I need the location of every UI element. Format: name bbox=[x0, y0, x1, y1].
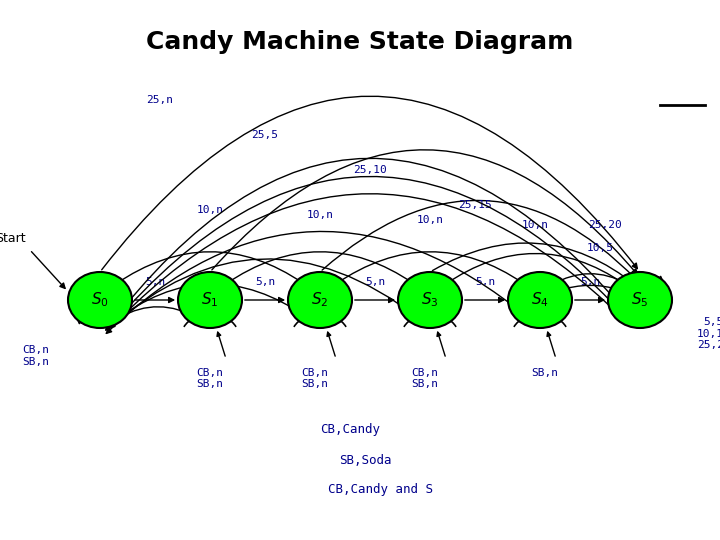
FancyArrowPatch shape bbox=[217, 332, 225, 356]
Text: CB,n
SB,n: CB,n SB,n bbox=[22, 345, 50, 367]
FancyArrowPatch shape bbox=[547, 332, 555, 356]
FancyArrowPatch shape bbox=[115, 252, 304, 285]
FancyArrowPatch shape bbox=[212, 150, 637, 274]
FancyArrowPatch shape bbox=[327, 332, 336, 356]
Text: 25,5: 25,5 bbox=[251, 130, 279, 140]
Text: 5,n: 5,n bbox=[475, 277, 495, 287]
Text: 5,n: 5,n bbox=[255, 277, 275, 287]
Text: CB,Candy: CB,Candy bbox=[320, 423, 380, 436]
FancyArrowPatch shape bbox=[225, 252, 413, 285]
Text: 25,20: 25,20 bbox=[588, 220, 622, 230]
Text: $S_3$: $S_3$ bbox=[421, 291, 438, 309]
Text: CB,Candy and S: CB,Candy and S bbox=[328, 483, 433, 496]
Text: 25,n: 25,n bbox=[146, 95, 174, 105]
FancyArrowPatch shape bbox=[465, 298, 504, 302]
Ellipse shape bbox=[398, 272, 462, 328]
Text: SB,Soda: SB,Soda bbox=[338, 454, 391, 467]
FancyArrowPatch shape bbox=[437, 332, 445, 356]
FancyArrowPatch shape bbox=[112, 177, 629, 325]
Text: CB,n
SB,n: CB,n SB,n bbox=[412, 368, 438, 389]
Text: 10,n: 10,n bbox=[416, 215, 444, 225]
Text: 25,15: 25,15 bbox=[458, 200, 492, 210]
FancyArrowPatch shape bbox=[559, 285, 620, 291]
FancyArrowPatch shape bbox=[102, 96, 637, 270]
FancyArrowPatch shape bbox=[32, 252, 65, 288]
FancyArrowPatch shape bbox=[433, 243, 636, 286]
Text: CB,n
SB,n: CB,n SB,n bbox=[197, 368, 223, 389]
FancyArrowPatch shape bbox=[445, 253, 624, 285]
Text: 5,n: 5,n bbox=[365, 277, 385, 287]
Text: 10,n: 10,n bbox=[307, 210, 333, 220]
FancyArrowPatch shape bbox=[78, 320, 82, 323]
Text: $S_2$: $S_2$ bbox=[311, 291, 328, 309]
FancyArrowPatch shape bbox=[120, 307, 198, 318]
Text: $S_4$: $S_4$ bbox=[531, 291, 549, 309]
Text: SB,n: SB,n bbox=[531, 368, 559, 378]
Text: Start: Start bbox=[0, 232, 26, 245]
FancyArrowPatch shape bbox=[355, 298, 394, 302]
Text: 5,n: 5,n bbox=[145, 277, 165, 287]
Text: $S_1$: $S_1$ bbox=[202, 291, 219, 309]
FancyArrowPatch shape bbox=[119, 194, 622, 319]
Text: 10,n: 10,n bbox=[197, 205, 223, 215]
FancyArrowPatch shape bbox=[245, 298, 284, 302]
FancyArrowPatch shape bbox=[658, 276, 662, 280]
FancyArrowPatch shape bbox=[106, 158, 635, 330]
FancyArrowPatch shape bbox=[335, 252, 523, 285]
Text: 25,10: 25,10 bbox=[353, 165, 387, 175]
Ellipse shape bbox=[608, 272, 672, 328]
Ellipse shape bbox=[178, 272, 242, 328]
FancyArrowPatch shape bbox=[575, 298, 603, 302]
Text: $S_5$: $S_5$ bbox=[631, 291, 649, 309]
FancyArrowPatch shape bbox=[113, 284, 308, 322]
Text: 10,5: 10,5 bbox=[587, 243, 613, 253]
FancyArrowPatch shape bbox=[322, 200, 637, 280]
Text: $S_0$: $S_0$ bbox=[91, 291, 109, 309]
Text: CB,n
SB,n: CB,n SB,n bbox=[302, 368, 328, 389]
Text: 5,5
10,10
25,25: 5,5 10,10 25,25 bbox=[697, 317, 720, 350]
FancyArrowPatch shape bbox=[135, 298, 174, 302]
FancyArrowPatch shape bbox=[552, 274, 626, 285]
Text: 10,n: 10,n bbox=[521, 220, 549, 230]
FancyArrowPatch shape bbox=[107, 232, 528, 333]
FancyArrowPatch shape bbox=[109, 259, 418, 328]
Ellipse shape bbox=[288, 272, 352, 328]
Ellipse shape bbox=[508, 272, 572, 328]
Ellipse shape bbox=[68, 272, 132, 328]
Text: 5,n: 5,n bbox=[580, 277, 600, 287]
Text: Candy Machine State Diagram: Candy Machine State Diagram bbox=[146, 30, 574, 54]
